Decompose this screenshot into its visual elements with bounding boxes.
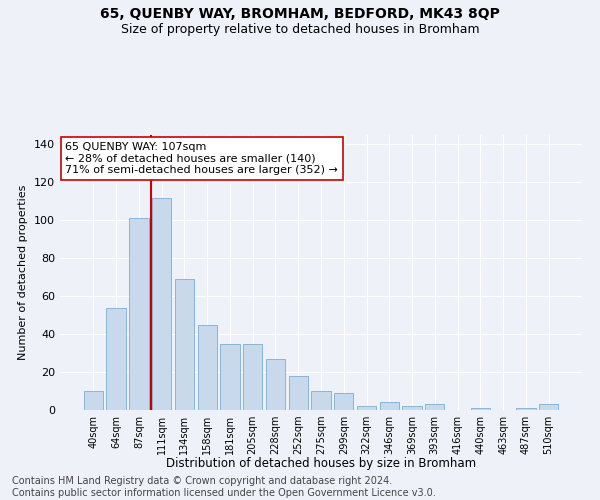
Bar xyxy=(403,406,422,410)
Bar xyxy=(380,402,399,410)
Bar xyxy=(266,359,285,410)
Bar xyxy=(106,308,126,410)
Bar xyxy=(539,404,558,410)
Text: Contains HM Land Registry data © Crown copyright and database right 2024.
Contai: Contains HM Land Registry data © Crown c… xyxy=(12,476,436,498)
Bar xyxy=(311,391,331,410)
Bar xyxy=(516,408,536,410)
Bar xyxy=(425,404,445,410)
Text: Size of property relative to detached houses in Bromham: Size of property relative to detached ho… xyxy=(121,22,479,36)
Text: 65, QUENBY WAY, BROMHAM, BEDFORD, MK43 8QP: 65, QUENBY WAY, BROMHAM, BEDFORD, MK43 8… xyxy=(100,8,500,22)
Text: 65 QUENBY WAY: 107sqm
← 28% of detached houses are smaller (140)
71% of semi-det: 65 QUENBY WAY: 107sqm ← 28% of detached … xyxy=(65,142,338,175)
Bar xyxy=(243,344,262,410)
Bar xyxy=(197,324,217,410)
Bar xyxy=(175,279,194,410)
Bar xyxy=(220,344,239,410)
Bar xyxy=(152,198,172,410)
Bar xyxy=(84,391,103,410)
Bar xyxy=(357,406,376,410)
Bar xyxy=(334,393,353,410)
Bar xyxy=(289,376,308,410)
X-axis label: Distribution of detached houses by size in Bromham: Distribution of detached houses by size … xyxy=(166,457,476,470)
Y-axis label: Number of detached properties: Number of detached properties xyxy=(19,185,28,360)
Bar xyxy=(470,408,490,410)
Bar xyxy=(129,218,149,410)
